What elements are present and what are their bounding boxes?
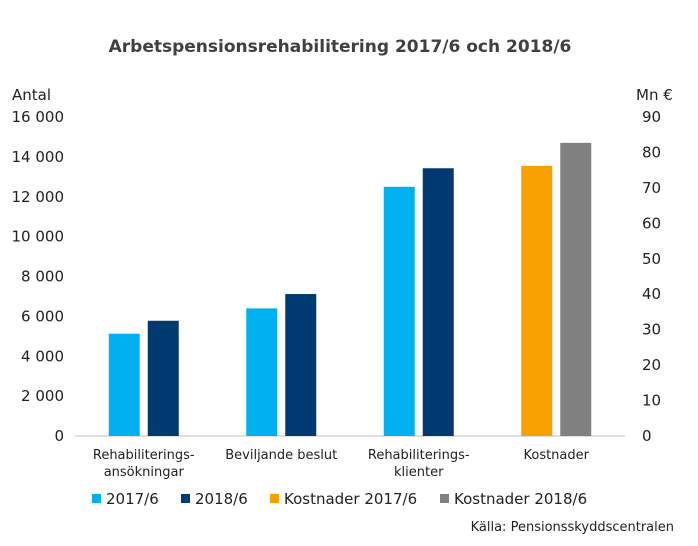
- source-note: Källa: Pensionsskyddscentralen: [471, 520, 674, 535]
- legend-label-0: 2017/6: [106, 490, 159, 508]
- x-category-label: Beviljande beslut: [225, 448, 337, 463]
- x-category-label: Kostnader: [523, 448, 589, 463]
- right-y-tick-label: 90: [642, 108, 661, 126]
- bar-series-0-cat-1: [246, 308, 278, 436]
- legend: 2017/6 2018/6 Kostnader 2017/6 Kostnader 20…: [92, 490, 587, 508]
- legend-swatch-1: [181, 494, 190, 503]
- left-y-tick-label: 6 000: [21, 307, 64, 325]
- right-y-tick-label: 20: [642, 356, 661, 374]
- left-y-tick-label: 16 000: [12, 108, 65, 126]
- x-category-label: klienter: [394, 465, 444, 480]
- x-category-label: ansökningar: [104, 465, 185, 480]
- legend-swatch-3: [440, 494, 449, 503]
- left-y-tick-label: 12 000: [12, 188, 65, 206]
- right-y-tick-label: 80: [642, 143, 661, 161]
- right-y-tick-label: 10: [642, 392, 661, 410]
- left-y-tick-label: 14 000: [12, 148, 65, 166]
- left-y-tick-label: 4 000: [21, 347, 64, 365]
- plot-area: 0 2 000 4 000 6 000 8 000 10 000 12 000 14 000 1…: [12, 108, 662, 480]
- bar-series-1-cat-1: [285, 294, 317, 436]
- legend-label-2: Kostnader 2017/6: [284, 490, 417, 508]
- left-y-tick-label: 10 000: [12, 228, 65, 246]
- left-y-tick-label: 0: [54, 427, 64, 445]
- chart-title: Arbetspensionsrehabilitering 2017/6 och …: [109, 37, 572, 57]
- left-y-tick-label: 8 000: [21, 268, 64, 286]
- legend-label-3: Kostnader 2018/6: [454, 490, 587, 508]
- right-y-tick-label: 50: [642, 250, 661, 268]
- right-y-tick-label: 60: [642, 214, 661, 232]
- right-y-tick-label: 30: [642, 321, 661, 339]
- bar-series-1-cat-2: [422, 168, 454, 436]
- bar-series-0-cat-2: [383, 186, 415, 436]
- right-axis-label: Mn €: [636, 86, 673, 104]
- legend-swatch-2: [270, 494, 279, 503]
- bar-series-3-cat-3: [560, 142, 592, 436]
- legend-swatch-0: [92, 494, 101, 503]
- left-axis-label: Antal: [12, 86, 51, 104]
- right-y-tick-label: 40: [642, 285, 661, 303]
- x-category-label: Rehabiliterings-: [93, 448, 195, 463]
- x-category-label: Rehabiliterings-: [368, 448, 470, 463]
- legend-label-1: 2018/6: [195, 490, 248, 508]
- left-y-tick-label: 2 000: [21, 387, 64, 405]
- bar-series-2-cat-3: [521, 165, 553, 436]
- right-y-tick-label: 70: [642, 179, 661, 197]
- bar-series-1-cat-0: [147, 320, 179, 436]
- right-y-tick-label: 0: [642, 427, 652, 445]
- bar-series-0-cat-0: [108, 333, 140, 436]
